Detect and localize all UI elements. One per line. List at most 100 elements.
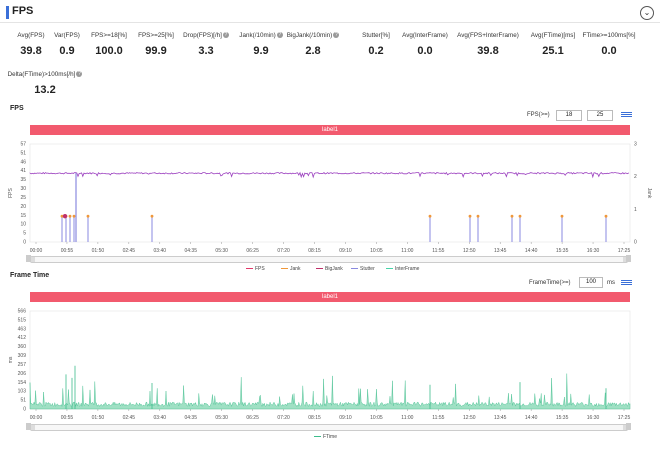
jank-marker [476,214,480,218]
legend-swatch [351,267,358,270]
y-tick-label: 51 [20,150,26,156]
x-tick-label: 05:30 [215,248,228,254]
metric-11: FTime>=100ms[%] 0.0 [569,32,649,57]
x-tick-label: 11:55 [432,415,444,421]
metric-1: Var(FPS) 0.9 [27,32,107,57]
frametime-slider-right-handle[interactable] [626,423,631,430]
help-icon[interactable]: ? [276,32,283,39]
legend-swatch [316,267,323,270]
fps-label-band: label1 [30,125,630,135]
jank-marker [428,214,432,218]
x-tick-label: 03:40 [154,415,167,421]
x-tick-label: 11:00 [401,415,413,421]
legend-label: FPS [255,266,265,272]
x-tick-label: 03:40 [154,248,167,254]
fps-slider-left-handle[interactable] [26,255,31,262]
jank-marker [60,214,64,218]
chart-options-icon[interactable] [621,280,632,287]
help-icon[interactable]: ? [333,32,340,39]
y-tick-label: 46 [20,159,26,165]
metric-label: Avg(FTime)[ms] [530,32,576,39]
x-tick-label: 08:15 [308,248,321,254]
header-divider [0,22,660,23]
y-tick-label: 15 [20,213,26,219]
legend-item-fps[interactable]: FPS [246,266,265,272]
metric-label: Stutter[%] [362,32,390,39]
x-tick-label: 02:45 [123,415,136,421]
help-icon[interactable]: ? [76,71,83,78]
x-tick-label: 01:50 [92,248,105,254]
fps-threshold-high-input[interactable]: 25 [587,110,613,121]
legend-label: FTime [323,434,337,440]
bigjank-marker [62,214,68,219]
metric-value: 2.8 [305,45,321,57]
metric-label: Var(FPS) [54,32,80,39]
metric-4: Drop(FPS)[/h]? 3.3 [166,32,246,57]
fps-threshold-low-input[interactable]: 18 [556,110,582,121]
legend-swatch [246,267,253,270]
frametime-chart: 566 515 463 412 360 309 257 206 154 103 51 0 ms 00:00… [8,309,631,422]
metric-7: Stutter[%] 0.2 [336,32,416,57]
x-tick-label: 15:35 [556,248,569,254]
jank-marker [518,214,522,218]
y-tick-label: 566 [18,309,27,315]
legend-item-jank[interactable]: Jank [281,266,301,272]
help-icon[interactable]: ? [222,32,229,39]
x-tick-label: 00:55 [61,415,74,421]
x-tick-label: 00:00 [30,248,43,254]
metric-label: FPS>=18[%] [91,32,127,39]
x-tick-label: 15:35 [556,415,569,421]
x-tick-label: 10:05 [370,415,383,421]
fps-slider-right-handle[interactable] [626,255,631,262]
x-tick-label: 05:30 [215,415,228,421]
x-tick-label: 00:55 [61,248,74,254]
metric-label: Avg(FPS+InterFrame) [457,32,519,39]
x-tick-label: 06:25 [246,248,259,254]
x-tick-label: 02:45 [123,248,136,254]
metric-label: FTime>=100ms[%] [582,32,636,39]
frametime-threshold-input[interactable]: 100 [579,277,603,288]
metric-12: Delta(FTime)>100ms[/h]? 13.2 [5,71,85,96]
frametime-label-band: label1 [30,292,630,302]
metric-5: Jank(/10min)? 9.9 [221,32,301,57]
metric-value: 13.2 [34,84,56,96]
y-tick-label: 309 [18,353,27,359]
metric-value: 9.9 [253,45,269,57]
legend-item-bigjank[interactable]: BigJank [316,266,343,272]
legend-label: BigJank [325,266,343,272]
x-tick-label: 14:40 [525,248,538,254]
fps-filter-label: FPS(>=) [527,112,550,118]
x-tick-label: 09:10 [339,415,352,421]
metric-value: 0.0 [417,45,433,57]
legend-item-stutter[interactable]: Stutter [351,266,375,272]
metric-value: 39.8 [477,45,499,57]
x-tick-label: 12:50 [463,415,476,421]
frametime-zoom-slider[interactable] [30,424,628,431]
section-accent-bar [6,6,9,19]
x-tick-label: 06:25 [246,415,259,421]
y-tick-label: 463 [18,326,27,332]
chevron-down-icon[interactable]: ⌄ [640,6,654,20]
frametime-section-title: Frame Time [10,272,50,279]
jank-marker [510,214,514,218]
y-axis-label: ms [8,356,14,363]
legend-item-interframe[interactable]: InterFrame [386,266,419,272]
fps-zoom-slider[interactable] [30,256,628,263]
legend-label: Stutter [360,266,375,272]
y-tick-label: 257 [18,362,27,368]
metric-label: Avg(InterFrame) [402,32,448,39]
y-tick-label: 412 [18,335,27,341]
y-tick-label: 515 [18,317,27,323]
legend-item-ftime[interactable]: FTime [314,434,337,440]
x-tick-label: 17:25 [618,415,631,421]
chart-options-icon[interactable] [621,112,632,119]
x-tick-label: 13:45 [494,248,507,254]
metric-6: BigJank(/10min)? 2.8 [273,32,353,57]
metric-value: 100.0 [95,45,123,57]
frametime-slider-left-handle[interactable] [26,423,31,430]
frametime-plot-area [29,310,631,410]
x-tick-label: 01:50 [92,415,105,421]
jank-marker [150,214,154,218]
y-tick-label: 0 [23,240,26,246]
y-tick-label: 57 [20,142,26,148]
